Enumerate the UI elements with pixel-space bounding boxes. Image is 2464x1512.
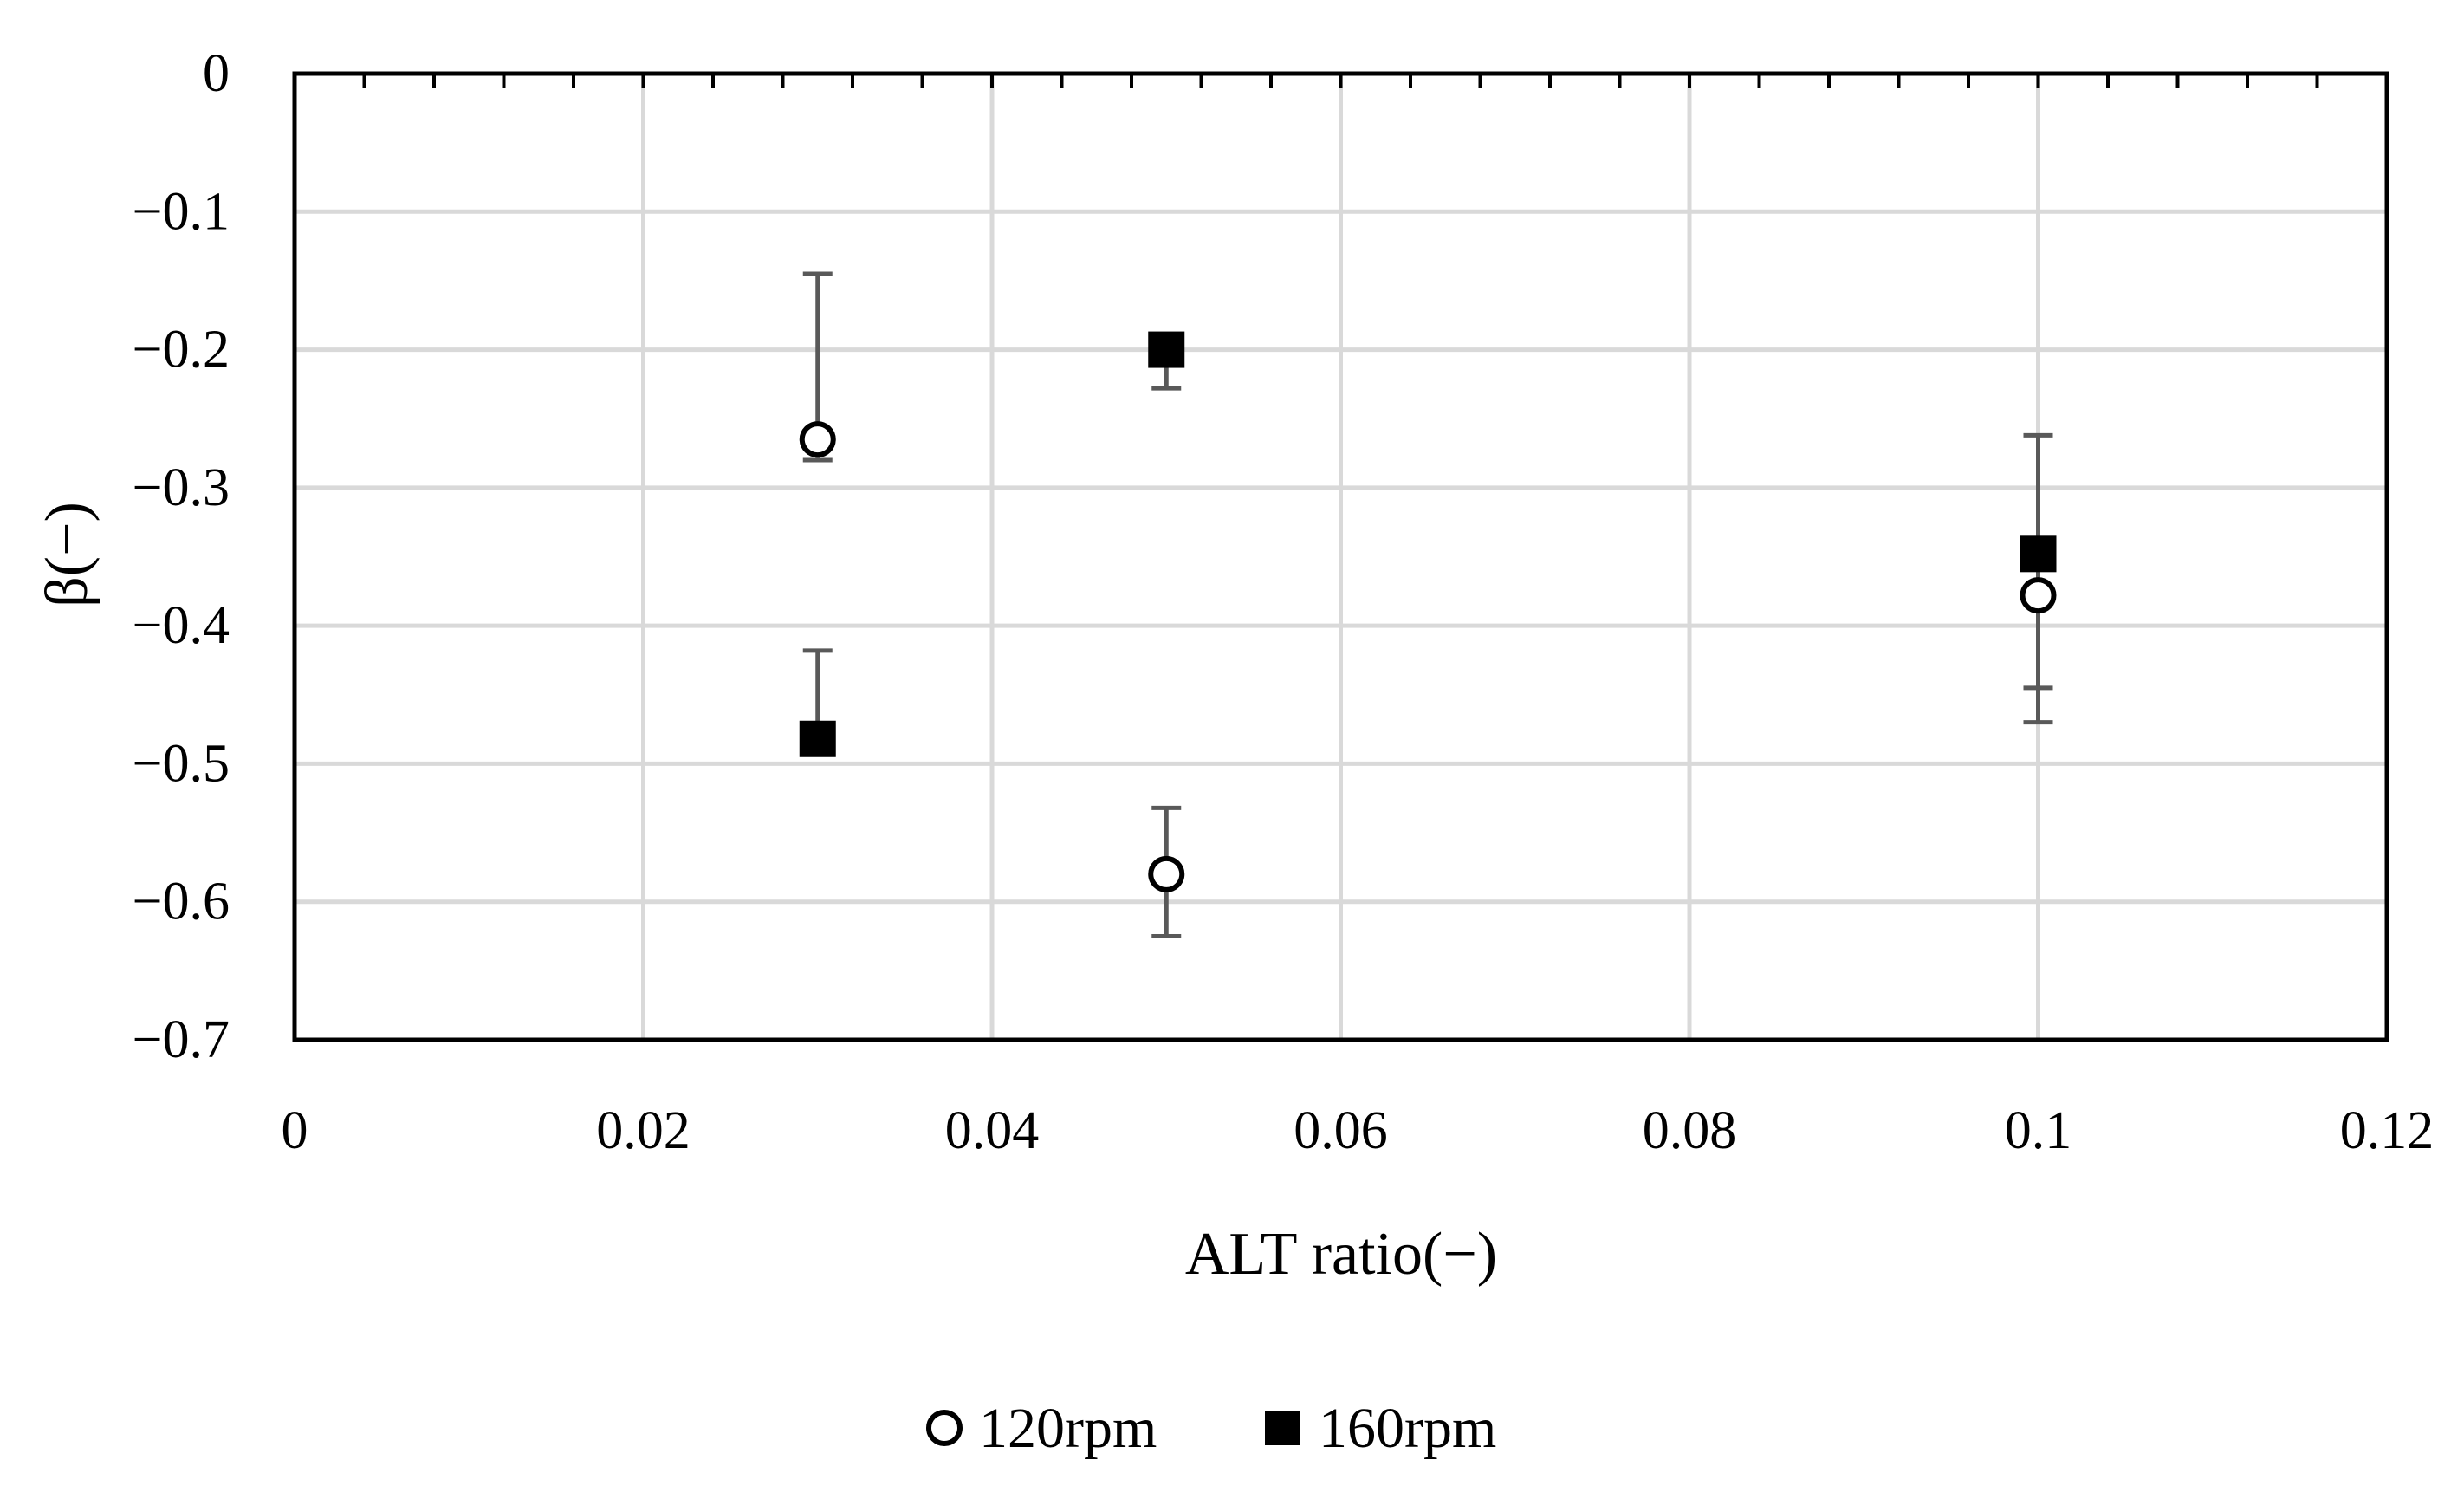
axes bbox=[292, 71, 2389, 1042]
x-axis-title: ALT ratio(−) bbox=[1185, 1221, 1497, 1288]
legend: 120rpm 160rpm bbox=[926, 1397, 1496, 1460]
data-point-circle bbox=[799, 421, 836, 458]
data-point-square bbox=[2020, 535, 2057, 573]
y-tick-label: −0.2 bbox=[133, 321, 230, 380]
y-tick-label: −0.5 bbox=[133, 734, 230, 793]
y-tick-label: −0.3 bbox=[133, 458, 230, 517]
x-tick-label: 0.02 bbox=[596, 1101, 691, 1160]
y-tick-label: 0 bbox=[203, 44, 230, 103]
x-tick-label: 0.04 bbox=[945, 1101, 1040, 1160]
y-tick-label: −0.6 bbox=[133, 873, 230, 931]
y-axis-title: β(−) bbox=[34, 502, 101, 607]
x-tick-label: 0.06 bbox=[1294, 1101, 1388, 1160]
y-tick-label: −0.7 bbox=[133, 1010, 230, 1069]
legend-label: 160rpm bbox=[1319, 1397, 1496, 1460]
legend-label: 120rpm bbox=[979, 1397, 1157, 1460]
legend-marker-120rpm bbox=[926, 1410, 963, 1446]
x-tick-label: 0.08 bbox=[1643, 1101, 1737, 1160]
x-tick-label: 0.12 bbox=[2340, 1101, 2435, 1160]
grid-lines bbox=[295, 74, 2387, 1040]
y-tick-label: −0.4 bbox=[133, 596, 230, 655]
x-tick-labels: 0 0.02 0.04 0.06 0.08 0.1 0.12 bbox=[282, 1101, 2435, 1160]
data-point-square bbox=[799, 720, 836, 757]
legend-marker-160rpm bbox=[1265, 1411, 1300, 1445]
y-tick-labels: 0 −0.1 −0.2 −0.3 −0.4 −0.5 −0.6 −0.7 bbox=[133, 44, 230, 1069]
data-point-square bbox=[1148, 331, 1185, 368]
data-markers bbox=[799, 331, 2057, 892]
data-point-circle bbox=[1148, 855, 1185, 892]
x-tick-label: 0.1 bbox=[2005, 1101, 2072, 1160]
y-tick-label: −0.1 bbox=[133, 182, 230, 241]
x-tick-label: 0 bbox=[282, 1101, 308, 1160]
data-point-circle bbox=[2020, 577, 2057, 614]
